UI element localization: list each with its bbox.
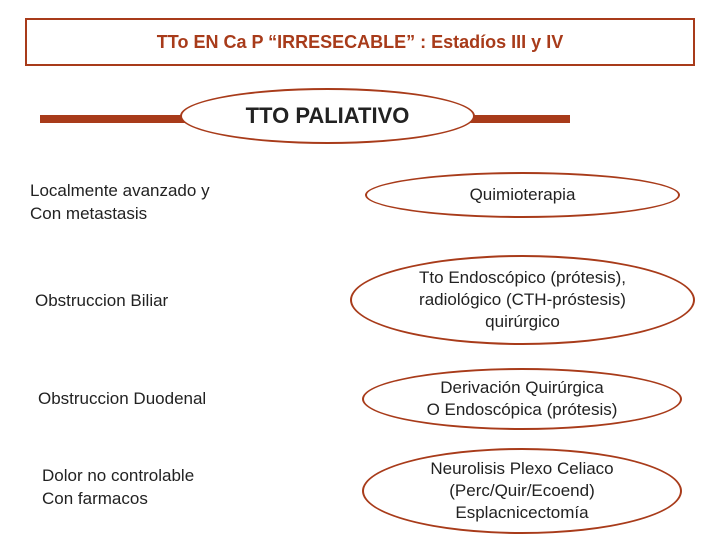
right-oval-text: Neurolisis Plexo Celiaco(Perc/Quir/Ecoen… bbox=[430, 458, 613, 524]
right-oval-0: Quimioterapia bbox=[365, 172, 680, 218]
left-label-line: Obstruccion Duodenal bbox=[38, 388, 206, 411]
subtitle-text: TTO PALIATIVO bbox=[246, 103, 410, 129]
left-label-line: Dolor no controlable bbox=[42, 465, 194, 488]
right-oval-text: Derivación QuirúrgicaO Endoscópica (prót… bbox=[427, 377, 618, 421]
title-text: TTo EN Ca P “IRRESECABLE” : Estadíos III… bbox=[157, 32, 563, 53]
left-label-line: Localmente avanzado y bbox=[30, 180, 210, 203]
right-oval-1: Tto Endoscópico (prótesis),radiológico (… bbox=[350, 255, 695, 345]
left-label-line: Con metastasis bbox=[30, 203, 210, 226]
left-label-2: Obstruccion Duodenal bbox=[38, 388, 206, 411]
right-oval-2: Derivación QuirúrgicaO Endoscópica (prót… bbox=[362, 368, 682, 430]
title-box: TTo EN Ca P “IRRESECABLE” : Estadíos III… bbox=[25, 18, 695, 66]
left-label-1: Obstruccion Biliar bbox=[35, 290, 168, 313]
right-oval-3: Neurolisis Plexo Celiaco(Perc/Quir/Ecoen… bbox=[362, 448, 682, 534]
subtitle-oval: TTO PALIATIVO bbox=[180, 88, 475, 144]
left-label-0: Localmente avanzado yCon metastasis bbox=[30, 180, 210, 226]
left-label-line: Obstruccion Biliar bbox=[35, 290, 168, 313]
right-oval-text: Tto Endoscópico (prótesis),radiológico (… bbox=[419, 267, 626, 333]
left-label-3: Dolor no controlableCon farmacos bbox=[42, 465, 194, 511]
right-oval-text: Quimioterapia bbox=[470, 184, 576, 206]
left-label-line: Con farmacos bbox=[42, 488, 194, 511]
